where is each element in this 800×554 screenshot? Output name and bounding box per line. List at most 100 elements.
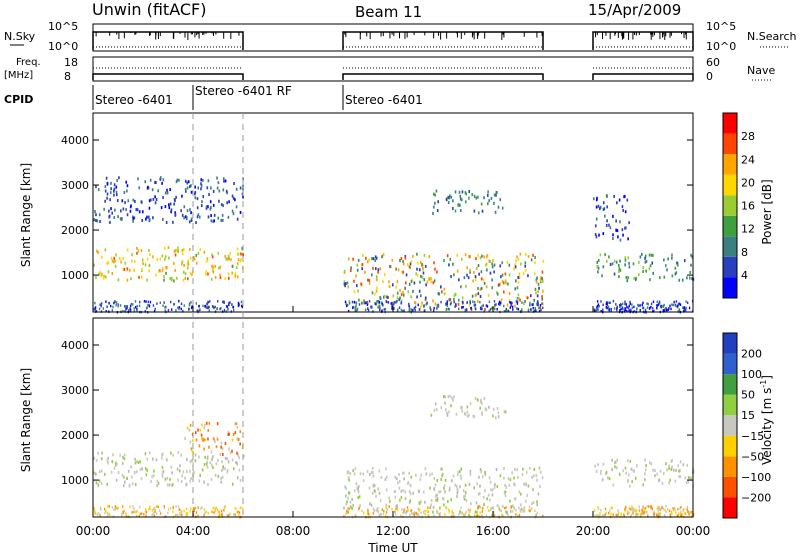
power-cell <box>356 309 358 312</box>
power-cell <box>176 248 179 252</box>
power-cell <box>379 295 381 299</box>
power-cell <box>400 301 403 305</box>
velocity-cell <box>176 514 179 517</box>
velocity-cell <box>115 462 118 466</box>
power-cell <box>353 279 355 283</box>
velocity-cell <box>455 412 458 416</box>
power-cell <box>403 309 405 312</box>
velocity-cell <box>113 466 116 470</box>
power-cell <box>224 179 227 183</box>
velocity-cell <box>395 507 397 510</box>
power-cell <box>148 249 150 253</box>
velocity-cell <box>136 514 138 518</box>
velocity-cell <box>430 499 433 503</box>
velocity-cell <box>149 507 151 511</box>
velocity-cell <box>626 459 629 463</box>
power-cell <box>110 207 112 211</box>
power-cell <box>517 280 520 284</box>
power-cell <box>633 310 636 313</box>
power-cell <box>646 302 648 305</box>
power-cell <box>642 266 645 270</box>
velocity-cell <box>434 494 437 498</box>
velocity-cell <box>424 512 426 516</box>
power-cell <box>231 209 234 213</box>
velocity-cell <box>418 508 421 511</box>
velocity-cell <box>224 505 226 508</box>
power-cell <box>167 309 170 312</box>
velocity-cell <box>662 472 665 476</box>
velocity-cell <box>659 515 661 518</box>
velocity-cell <box>215 462 218 466</box>
power-cell <box>120 217 123 221</box>
power-cell <box>374 267 377 271</box>
x-tick-label-2: 08:00 <box>276 524 311 538</box>
power-cell <box>516 302 519 305</box>
velocity-cell <box>160 456 163 460</box>
velocity-cbar-swatch-8 <box>723 333 737 354</box>
power-cell <box>683 259 686 263</box>
power-cbar-frame <box>722 112 738 299</box>
velocity-cell <box>190 477 192 481</box>
velocity-cell <box>448 510 450 513</box>
power-cell <box>612 299 615 303</box>
power-cell <box>447 195 449 199</box>
velocity-cell <box>176 467 179 471</box>
power-cell <box>183 304 186 307</box>
power-cell <box>386 295 388 299</box>
velocity-cell <box>394 513 397 516</box>
velocity-cell <box>115 506 117 509</box>
power-cell <box>160 206 163 210</box>
velocity-cell <box>671 507 674 510</box>
velocity-cell <box>535 474 538 478</box>
power-cell <box>209 300 211 303</box>
power-cell <box>479 287 482 291</box>
velocity-cbar-tick-0: 200 <box>741 348 762 361</box>
velocity-cell <box>504 494 507 498</box>
velocity-cell <box>460 467 463 471</box>
velocity-cell <box>686 508 688 511</box>
velocity-cell <box>464 512 467 516</box>
velocity-cell <box>644 506 647 510</box>
velocity-cell <box>617 509 619 512</box>
power-cell <box>419 294 422 298</box>
power-cell <box>623 195 625 199</box>
velocity-cell <box>480 515 482 518</box>
velocity-cell <box>151 513 153 517</box>
velocity-cell <box>166 476 169 480</box>
power-cell <box>205 272 207 276</box>
power-cell <box>624 263 626 267</box>
power-cell <box>408 308 411 312</box>
power-cell <box>151 188 154 192</box>
power-cell <box>477 286 479 290</box>
velocity-cell <box>479 511 481 514</box>
power-cell <box>425 283 427 287</box>
velocity-cell <box>355 514 357 517</box>
power-cell <box>540 276 542 280</box>
power-cell <box>113 301 115 305</box>
power-cell <box>190 219 193 223</box>
velocity-cell <box>221 469 223 473</box>
power-cell <box>600 300 602 303</box>
velocity-cell <box>418 489 420 493</box>
velocity-cell <box>674 479 677 483</box>
power-cell <box>379 267 382 271</box>
velocity-cell <box>657 507 659 510</box>
power-cell <box>529 301 531 305</box>
power-cell <box>180 302 183 306</box>
velocity-cell <box>349 505 352 509</box>
velocity-cell <box>153 469 155 473</box>
power-cell <box>637 304 640 308</box>
velocity-cell <box>380 513 382 516</box>
power-cell <box>504 279 507 283</box>
x-tick-label-1: 04:00 <box>176 524 211 538</box>
power-cell <box>510 301 512 304</box>
power-cell <box>202 304 204 308</box>
velocity-cell <box>477 506 479 510</box>
velocity-cell <box>536 500 538 504</box>
velocity-cell <box>98 479 101 483</box>
velocity-cell <box>512 505 515 509</box>
power-cell <box>377 305 379 309</box>
power-cell <box>620 303 623 307</box>
power-cell <box>184 215 187 219</box>
power-cell <box>110 304 112 308</box>
